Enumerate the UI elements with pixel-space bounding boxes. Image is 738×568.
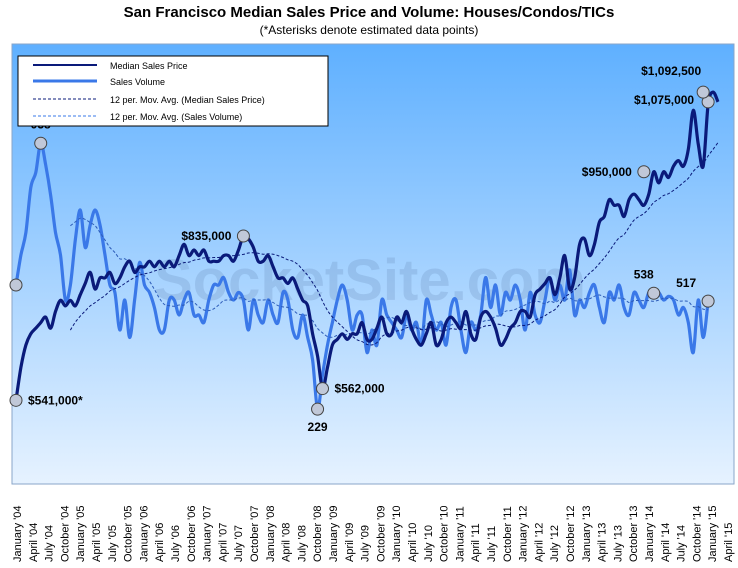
- x-tick-label: January '12: [518, 505, 530, 562]
- legend-entry-ma-price: 12 per. Mov. Avg. (Median Sales Price): [110, 95, 265, 105]
- price-data-label: $1,092,500: [641, 64, 701, 78]
- x-tick-label: October '14: [691, 505, 703, 562]
- x-tick-label: October '13: [628, 505, 640, 562]
- legend-entry-sales-volume: Sales Volume: [110, 77, 165, 87]
- volume-marker: [647, 286, 661, 300]
- legend-entry-median-price: Median Sales Price: [110, 61, 188, 71]
- legend-entry-ma-volume: 12 per. Mov. Avg. (Sales Volume): [110, 112, 242, 122]
- x-tick-label: October '12: [565, 505, 577, 562]
- price-marker: [9, 393, 23, 407]
- x-tick-label: April '10: [407, 523, 419, 562]
- x-tick-label: October '11: [502, 506, 514, 562]
- x-tick-label: April '08: [281, 523, 293, 562]
- x-tick-label: January '07: [202, 505, 214, 562]
- volume-marker: [701, 294, 715, 308]
- x-tick-label: April '05: [91, 523, 103, 562]
- x-tick-label: January '06: [138, 505, 150, 562]
- median-price-line: [14, 90, 720, 401]
- x-tick-label: July '07: [233, 525, 245, 562]
- price-marker: [236, 229, 250, 243]
- chart-subtitle: (*Asterisks denote estimated data points…: [259, 23, 479, 37]
- median-price-moving-average: [69, 142, 719, 346]
- x-tick-label: January '04: [12, 505, 24, 562]
- x-tick-label: January '14: [644, 505, 656, 562]
- x-tick-label: April '09: [344, 523, 356, 562]
- volume-marker: [9, 278, 23, 292]
- volume-data-label: 229: [308, 420, 328, 434]
- x-tick-label: July '14: [676, 525, 688, 562]
- x-tick-label: July '10: [423, 525, 435, 562]
- x-tick-label: October '07: [249, 505, 261, 562]
- sales-volume-line: [14, 141, 710, 411]
- x-tick-label: July '06: [170, 525, 182, 562]
- x-tick-label: April '15: [723, 523, 735, 562]
- price-data-label: $1,075,000: [634, 93, 694, 107]
- volume-data-label: 517: [676, 276, 696, 290]
- x-tick-label: July '09: [360, 525, 372, 562]
- x-tick-label: January '09: [328, 505, 340, 562]
- x-tick-label: April '12: [533, 523, 545, 562]
- legend-box: [17, 55, 329, 127]
- x-tick-label: July '13: [612, 525, 624, 562]
- x-tick-label: October '04: [59, 505, 71, 562]
- x-tick-label: April '04: [28, 523, 40, 562]
- chart-title: San Francisco Median Sales Price and Vol…: [123, 4, 615, 21]
- x-tick-label: January '05: [75, 505, 87, 562]
- price-data-label: $950,000: [582, 165, 632, 179]
- x-tick-label: October '08: [312, 505, 324, 562]
- x-tick-label: April '13: [597, 523, 609, 562]
- x-tick-label: April '06: [154, 523, 166, 562]
- volume-marker: [34, 136, 48, 150]
- x-tick-label: July '08: [296, 525, 308, 562]
- x-tick-label: January '11: [454, 506, 466, 562]
- x-tick-label: July '11: [486, 526, 498, 562]
- price-data-label: $562,000: [335, 382, 385, 396]
- sales-volume-moving-average: [70, 217, 709, 338]
- volume-marker: [311, 402, 325, 416]
- x-tick-label: October '10: [439, 505, 451, 562]
- x-tick-label: October '06: [186, 505, 198, 562]
- price-marker: [696, 85, 710, 99]
- price-marker: [316, 382, 330, 396]
- x-tick-label: January '13: [581, 505, 593, 562]
- x-tick-label: April '11: [470, 523, 482, 562]
- x-tick-label: April '14: [660, 523, 672, 562]
- legend: Median Sales Price Sales Volume 12 per. …: [17, 55, 329, 127]
- x-tick-label: April '07: [217, 523, 229, 562]
- price-data-label: $541,000*: [28, 393, 83, 407]
- x-tick-label: July '05: [107, 525, 119, 562]
- price-data-label: $835,000: [181, 229, 231, 243]
- x-tick-label: July '04: [44, 525, 56, 562]
- x-tick-label: January '15: [707, 505, 719, 562]
- x-tick-label: January '10: [391, 505, 403, 562]
- x-tick-label: October '05: [123, 505, 135, 562]
- x-tick-label: October '09: [375, 505, 387, 562]
- volume-data-label: 538: [634, 267, 654, 281]
- x-tick-label: January '08: [265, 505, 277, 562]
- x-tick-label: July '12: [549, 525, 561, 562]
- price-marker: [637, 165, 651, 179]
